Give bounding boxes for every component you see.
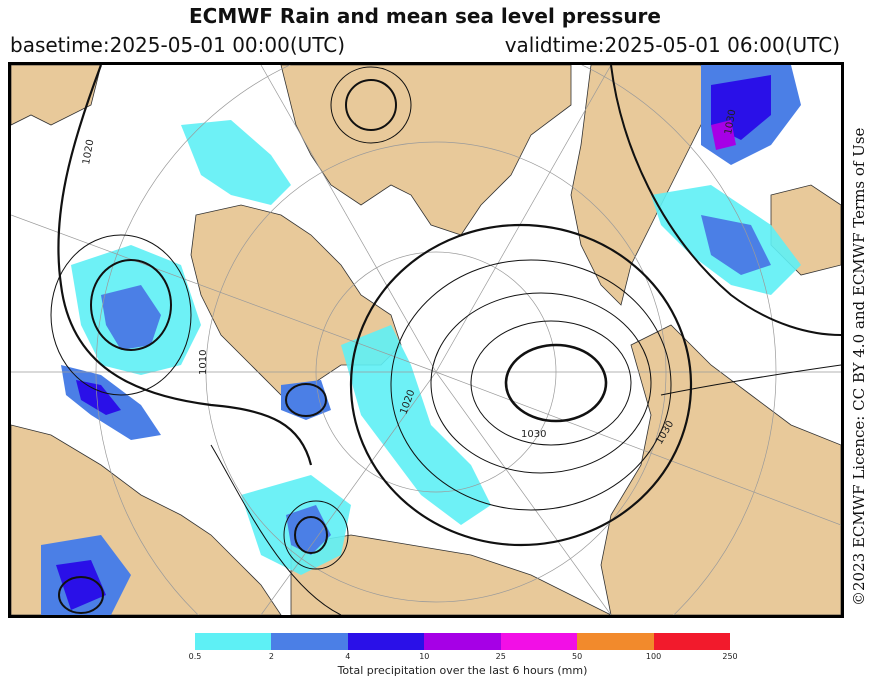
graticule-meridian-3 bbox=[260, 65, 437, 373]
graticule-layer bbox=[11, 65, 841, 615]
isobar-east-arc bbox=[660, 364, 841, 396]
isobar-high-5 bbox=[349, 223, 693, 547]
legend-ticks: 0.5 2 4 10 25 50 100 250 bbox=[189, 652, 738, 664]
graticule-meridian-4 bbox=[435, 371, 612, 615]
isobar-label-3: 1010 bbox=[198, 350, 209, 375]
land-south-center bbox=[290, 534, 612, 615]
precip-northeast-peak bbox=[711, 120, 736, 150]
validtime-label: validtime:2025-05-01 06:00(UTC) bbox=[504, 33, 840, 57]
isobar-low-south-2 bbox=[283, 500, 349, 570]
legend-label: Total precipitation over the last 6 hour… bbox=[337, 664, 588, 677]
isobar-layer bbox=[50, 65, 841, 615]
legend-tick-3: 10 bbox=[419, 652, 430, 661]
precip-east-core bbox=[701, 215, 771, 275]
isobar-west-arc bbox=[57, 65, 313, 466]
isobar-high-3 bbox=[430, 292, 652, 474]
land-east bbox=[600, 324, 841, 615]
licence-credit: ©2023 ECMWF Licence: CC BY 4.0 and ECMWF… bbox=[850, 127, 868, 606]
isobar-low-north-2 bbox=[330, 66, 412, 144]
legend-tick-7: 250 bbox=[722, 652, 738, 661]
precip-center-band bbox=[341, 325, 491, 525]
isobar-label-6: 1030 bbox=[723, 109, 738, 136]
map-canvas: 1020 1030 1010 1020 1030 1030 bbox=[11, 65, 841, 615]
isobar-high-2 bbox=[470, 320, 632, 446]
precip-layer bbox=[41, 65, 801, 615]
graticule-meridian-5 bbox=[435, 65, 612, 373]
isobar-high-4 bbox=[390, 259, 672, 511]
graticule-meridian-8 bbox=[435, 371, 841, 526]
map-title: ECMWF Rain and mean sea level pressure bbox=[189, 4, 661, 28]
land-layer bbox=[11, 65, 841, 615]
precip-southwest-core bbox=[56, 560, 106, 610]
isobar-label-1: 1020 bbox=[81, 139, 96, 166]
isobar-northeast-arc bbox=[610, 65, 841, 336]
land-canadian-arctic bbox=[280, 65, 572, 236]
legend-swatch-5 bbox=[577, 633, 654, 650]
legend-tick-5: 50 bbox=[572, 652, 583, 661]
basetime-label: basetime:2025-05-01 00:00(UTC) bbox=[10, 33, 346, 57]
map-panel: 1020 1030 1010 1020 1030 1030 bbox=[8, 62, 844, 618]
precip-low-center bbox=[281, 380, 331, 420]
precip-west-band-core bbox=[76, 380, 121, 415]
land-northwest bbox=[11, 65, 102, 126]
isobar-low-west-2 bbox=[50, 234, 192, 396]
legend-tick-2: 4 bbox=[345, 652, 351, 661]
graticule-meridian-6 bbox=[260, 371, 437, 615]
legend-tick-4: 25 bbox=[495, 652, 506, 661]
legend-swatch-1 bbox=[271, 633, 348, 650]
precip-west-arc-core bbox=[101, 285, 161, 350]
precip-legend bbox=[195, 633, 730, 650]
isobar-low-center bbox=[285, 383, 327, 417]
graticule-meridian-7 bbox=[11, 214, 437, 373]
precip-greenland-west bbox=[181, 120, 291, 205]
isobar-low-north bbox=[345, 79, 397, 131]
isobar-low-west bbox=[90, 259, 172, 351]
legend-swatch-3 bbox=[424, 633, 501, 650]
isobar-high-core bbox=[504, 343, 608, 423]
isobar-south-arc bbox=[210, 444, 342, 615]
legend-swatch-0 bbox=[195, 633, 272, 650]
legend-tick-6: 100 bbox=[645, 652, 662, 661]
isobar-low-sw bbox=[58, 576, 104, 614]
legend-swatch-2 bbox=[347, 633, 425, 650]
legend-swatch-6 bbox=[653, 633, 730, 650]
isobar-label-2: 1030 bbox=[521, 429, 546, 440]
legend-tick-0: 0.5 bbox=[188, 652, 202, 661]
legend-tick-1: 2 bbox=[268, 652, 274, 661]
isobar-low-south bbox=[294, 516, 328, 554]
legend-swatch-4 bbox=[500, 633, 578, 650]
